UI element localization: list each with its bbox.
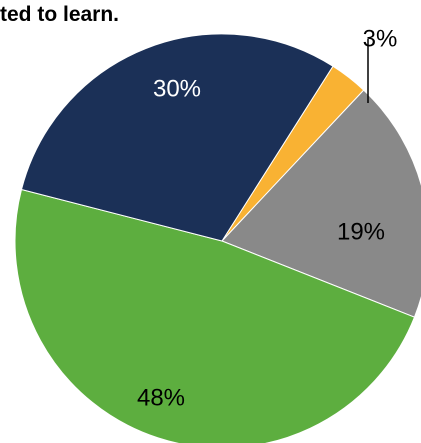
pie-slice-30pct	[20, 33, 334, 242]
slice-label-19pct: 19%	[337, 218, 385, 245]
pie-labels: 3% 19% 48% 30%	[137, 25, 397, 411]
slice-label-48pct: 48%	[137, 384, 185, 411]
pie-slices	[14, 33, 421, 443]
slice-label-30pct: 30%	[153, 75, 201, 102]
pie-slice-48pct	[14, 188, 416, 443]
chart-title: ted to learn.	[0, 3, 120, 26]
slice-label-3pct: 3%	[363, 25, 398, 52]
